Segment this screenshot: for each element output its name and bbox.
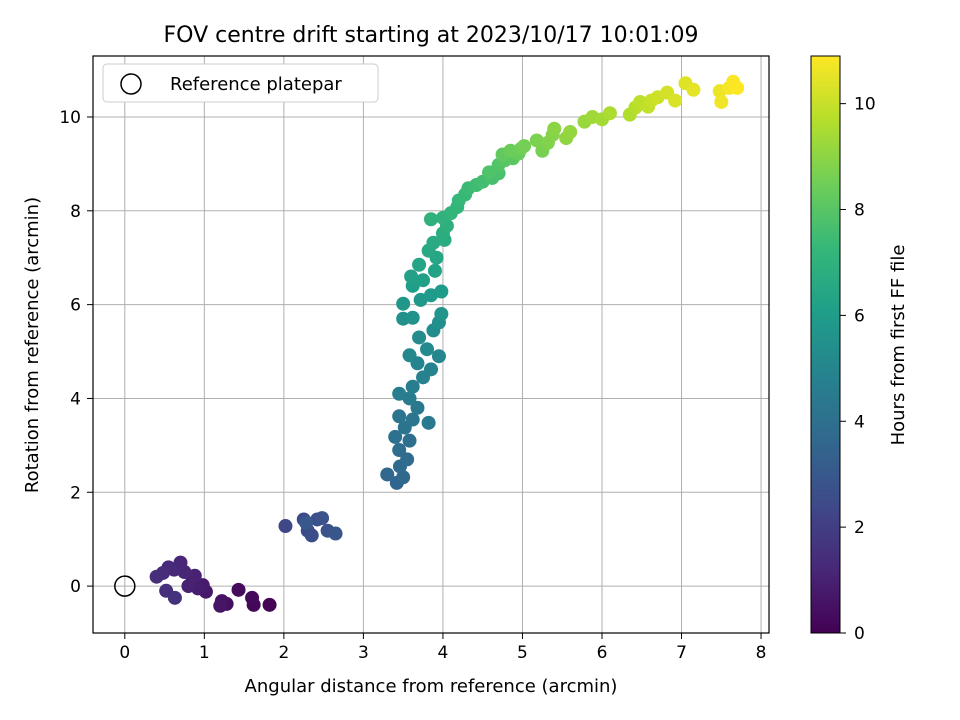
legend-label: Reference platepar bbox=[170, 74, 342, 95]
x-tick-label: 1 bbox=[199, 643, 210, 663]
data-point bbox=[426, 235, 441, 250]
colorbar-label: Hours from first FF file bbox=[888, 245, 909, 446]
grid bbox=[93, 56, 769, 633]
data-point bbox=[563, 124, 578, 139]
data-point bbox=[405, 412, 420, 427]
data-point bbox=[416, 273, 431, 288]
data-point bbox=[434, 307, 449, 322]
data-point bbox=[517, 139, 532, 154]
data-point bbox=[299, 515, 314, 530]
data-point bbox=[529, 133, 544, 148]
x-axis-ticks: 0 1 2 3 4 5 6 7 8 bbox=[119, 633, 766, 663]
data-point bbox=[412, 330, 427, 345]
data-point bbox=[392, 386, 407, 401]
y-tick-label: 4 bbox=[70, 389, 81, 409]
y-tick-label: 6 bbox=[70, 296, 81, 316]
data-point bbox=[380, 467, 395, 482]
data-point bbox=[396, 296, 411, 311]
data-point bbox=[392, 443, 407, 458]
data-point bbox=[245, 590, 260, 605]
data-point bbox=[482, 165, 497, 180]
data-point bbox=[730, 80, 745, 95]
legend-reference-marker bbox=[120, 73, 142, 95]
reference-marker bbox=[114, 575, 136, 597]
colorbar-ticks: 0 2 4 6 8 10 bbox=[840, 95, 876, 644]
data-point bbox=[431, 349, 446, 364]
data-point bbox=[392, 409, 407, 424]
colorbar-tick-label: 10 bbox=[854, 95, 876, 115]
data-point bbox=[262, 597, 277, 612]
data-point bbox=[503, 143, 518, 158]
data-point bbox=[278, 519, 293, 534]
chart-title: FOV centre drift starting at 2023/10/17 … bbox=[164, 23, 699, 48]
data-point bbox=[388, 429, 403, 444]
data-point bbox=[421, 415, 436, 430]
colorbar-tick-label: 8 bbox=[854, 201, 865, 221]
y-tick-label: 2 bbox=[70, 483, 81, 503]
colorbar-tick-label: 0 bbox=[854, 624, 865, 644]
data-point bbox=[396, 470, 411, 485]
data-point bbox=[668, 93, 683, 108]
data-point bbox=[231, 582, 246, 597]
x-tick-label: 4 bbox=[438, 643, 449, 663]
x-tick-label: 2 bbox=[278, 643, 289, 663]
data-point bbox=[424, 362, 438, 377]
colorbar-tick-label: 4 bbox=[854, 412, 865, 432]
data-point bbox=[149, 569, 164, 584]
data-point bbox=[304, 528, 319, 543]
data-point bbox=[328, 526, 343, 541]
data-point bbox=[315, 511, 330, 526]
x-axis-label: Angular distance from reference (arcmin) bbox=[245, 676, 618, 697]
x-tick-label: 7 bbox=[676, 643, 687, 663]
data-point bbox=[405, 379, 420, 394]
data-point bbox=[412, 257, 427, 272]
data-point bbox=[434, 284, 449, 299]
y-axis-ticks: 0 2 4 6 8 10 bbox=[59, 108, 93, 597]
data-point bbox=[547, 121, 562, 136]
colorbar bbox=[810, 55, 841, 634]
colorbar-tick-label: 6 bbox=[854, 306, 865, 326]
y-tick-label: 10 bbox=[59, 108, 81, 128]
data-point bbox=[213, 598, 228, 613]
data-point bbox=[427, 263, 442, 278]
y-tick-label: 8 bbox=[70, 202, 81, 222]
data-point bbox=[686, 82, 701, 97]
legend: Reference platepar bbox=[102, 63, 379, 103]
x-tick-label: 0 bbox=[119, 643, 130, 663]
y-axis-label: Rotation from reference (arcmin) bbox=[22, 197, 43, 493]
y-tick-label: 0 bbox=[70, 577, 81, 597]
data-point bbox=[404, 269, 419, 284]
colorbar-tick-label: 2 bbox=[854, 518, 865, 538]
data-point bbox=[602, 106, 617, 121]
x-tick-label: 6 bbox=[597, 643, 608, 663]
data-point bbox=[402, 433, 417, 448]
data-point bbox=[410, 400, 425, 415]
data-point bbox=[400, 452, 415, 467]
data-point bbox=[405, 310, 420, 325]
data-point bbox=[181, 579, 196, 594]
x-tick-label: 5 bbox=[517, 643, 528, 663]
data-point bbox=[402, 348, 417, 363]
x-tick-label: 3 bbox=[358, 643, 369, 663]
reference-point bbox=[114, 575, 136, 597]
plot-frame bbox=[92, 55, 770, 634]
legend-box bbox=[102, 63, 379, 103]
data-point bbox=[420, 342, 435, 357]
x-tick-label: 8 bbox=[756, 643, 767, 663]
data-point bbox=[424, 212, 438, 227]
data-point bbox=[714, 94, 729, 109]
scatter-points bbox=[149, 74, 745, 613]
data-point bbox=[167, 590, 182, 605]
